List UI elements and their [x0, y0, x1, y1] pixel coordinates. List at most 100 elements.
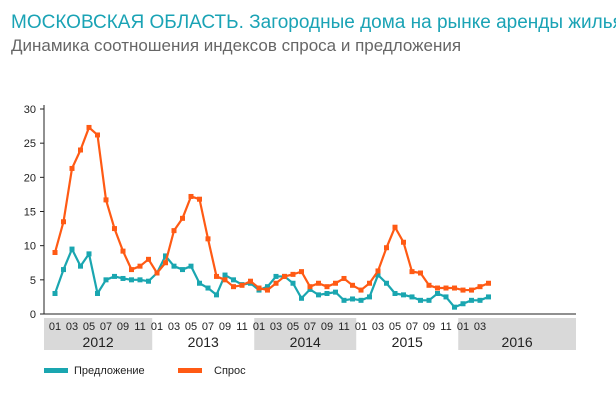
data-point	[367, 294, 372, 300]
data-point	[460, 301, 466, 307]
data-point	[392, 224, 398, 230]
data-point	[401, 292, 406, 298]
data-point	[214, 292, 219, 298]
data-point	[426, 297, 432, 303]
data-point	[435, 285, 440, 291]
data-point	[180, 215, 185, 221]
year-label-2013: 2013	[188, 334, 219, 350]
year-label-2015: 2015	[392, 334, 423, 350]
data-point	[452, 285, 457, 291]
data-point	[120, 275, 126, 281]
data-point	[205, 285, 211, 291]
data-point	[129, 267, 134, 273]
data-point	[460, 287, 466, 293]
legend-swatch	[178, 368, 202, 373]
data-point	[418, 297, 423, 303]
month-tick-label: 01	[457, 321, 469, 333]
data-point	[341, 275, 347, 281]
data-point	[180, 267, 185, 273]
month-tick-label: 07	[100, 321, 112, 333]
data-point	[137, 277, 143, 283]
data-point	[265, 287, 270, 293]
data-point	[120, 248, 126, 254]
data-point	[86, 251, 92, 257]
data-point	[350, 296, 355, 302]
month-tick-label: 11	[338, 321, 349, 333]
year-band-2016	[458, 318, 576, 350]
data-point	[171, 228, 177, 234]
data-point	[375, 268, 381, 274]
data-point	[426, 282, 432, 288]
year-label-2016: 2016	[502, 334, 533, 350]
y-tick-label: 25	[24, 138, 36, 150]
data-point	[171, 263, 177, 269]
data-point	[384, 280, 389, 286]
data-point	[307, 284, 313, 290]
data-point	[435, 291, 440, 296]
month-tick-label: 03	[66, 321, 78, 333]
data-point	[409, 269, 415, 275]
y-tick-label: 15	[24, 207, 36, 219]
data-point	[443, 285, 449, 291]
data-point	[265, 284, 270, 290]
data-point	[112, 273, 117, 279]
data-point	[95, 291, 100, 296]
month-tick-label: 03	[474, 321, 486, 333]
chart-title: МОСКОВСКАЯ ОБЛАСТЬ. Загородные дома на р…	[11, 12, 616, 33]
data-point	[69, 165, 75, 171]
data-point	[367, 280, 372, 286]
data-point	[205, 236, 211, 242]
month-tick-label: 01	[355, 321, 367, 333]
month-tick-label: 01	[151, 321, 163, 333]
data-point	[222, 272, 228, 278]
data-point	[231, 277, 236, 283]
data-point	[103, 197, 109, 203]
year-band-2014	[254, 318, 357, 350]
data-point	[239, 282, 245, 288]
series-line-supply	[53, 247, 489, 309]
data-point	[214, 273, 219, 279]
data-point	[78, 147, 83, 153]
month-tick-label: 09	[321, 321, 333, 333]
month-tick-label: 05	[83, 321, 95, 333]
data-point	[486, 294, 491, 300]
data-point	[248, 278, 253, 284]
data-point	[61, 267, 66, 273]
data-point	[333, 289, 338, 295]
year-label-2014: 2014	[290, 334, 321, 350]
data-point	[341, 297, 347, 303]
data-point	[86, 124, 92, 130]
data-point	[52, 291, 58, 296]
data-point	[163, 253, 168, 259]
month-tick-label: 07	[406, 321, 418, 333]
data-point	[137, 263, 143, 269]
data-point	[324, 284, 330, 290]
y-tick-label: 5	[30, 275, 36, 287]
data-point	[61, 219, 66, 225]
data-point	[282, 273, 287, 279]
series-demand	[52, 124, 491, 293]
data-point	[486, 280, 491, 286]
data-point	[188, 263, 194, 269]
data-point	[401, 239, 406, 245]
chart-subtitle: Динамика соотношения индексов спроса и п…	[11, 36, 462, 55]
data-point	[290, 280, 296, 286]
data-point	[452, 304, 457, 310]
y-tick-label: 10	[24, 241, 36, 253]
data-point	[307, 286, 313, 292]
data-point	[469, 297, 474, 303]
month-tick-label: 05	[389, 321, 401, 333]
data-point	[333, 280, 338, 286]
legend-item-supply: Предложение	[44, 365, 145, 377]
y-tick-label: 0	[30, 309, 36, 321]
data-point	[197, 280, 202, 286]
series-line-demand	[53, 126, 489, 292]
month-tick-label: 11	[440, 321, 451, 333]
month-tick-label: 03	[270, 321, 282, 333]
data-point	[477, 297, 483, 303]
data-point	[69, 246, 75, 252]
data-point	[384, 245, 389, 251]
data-point	[197, 196, 202, 202]
legend-item-demand: Спрос	[178, 365, 246, 377]
